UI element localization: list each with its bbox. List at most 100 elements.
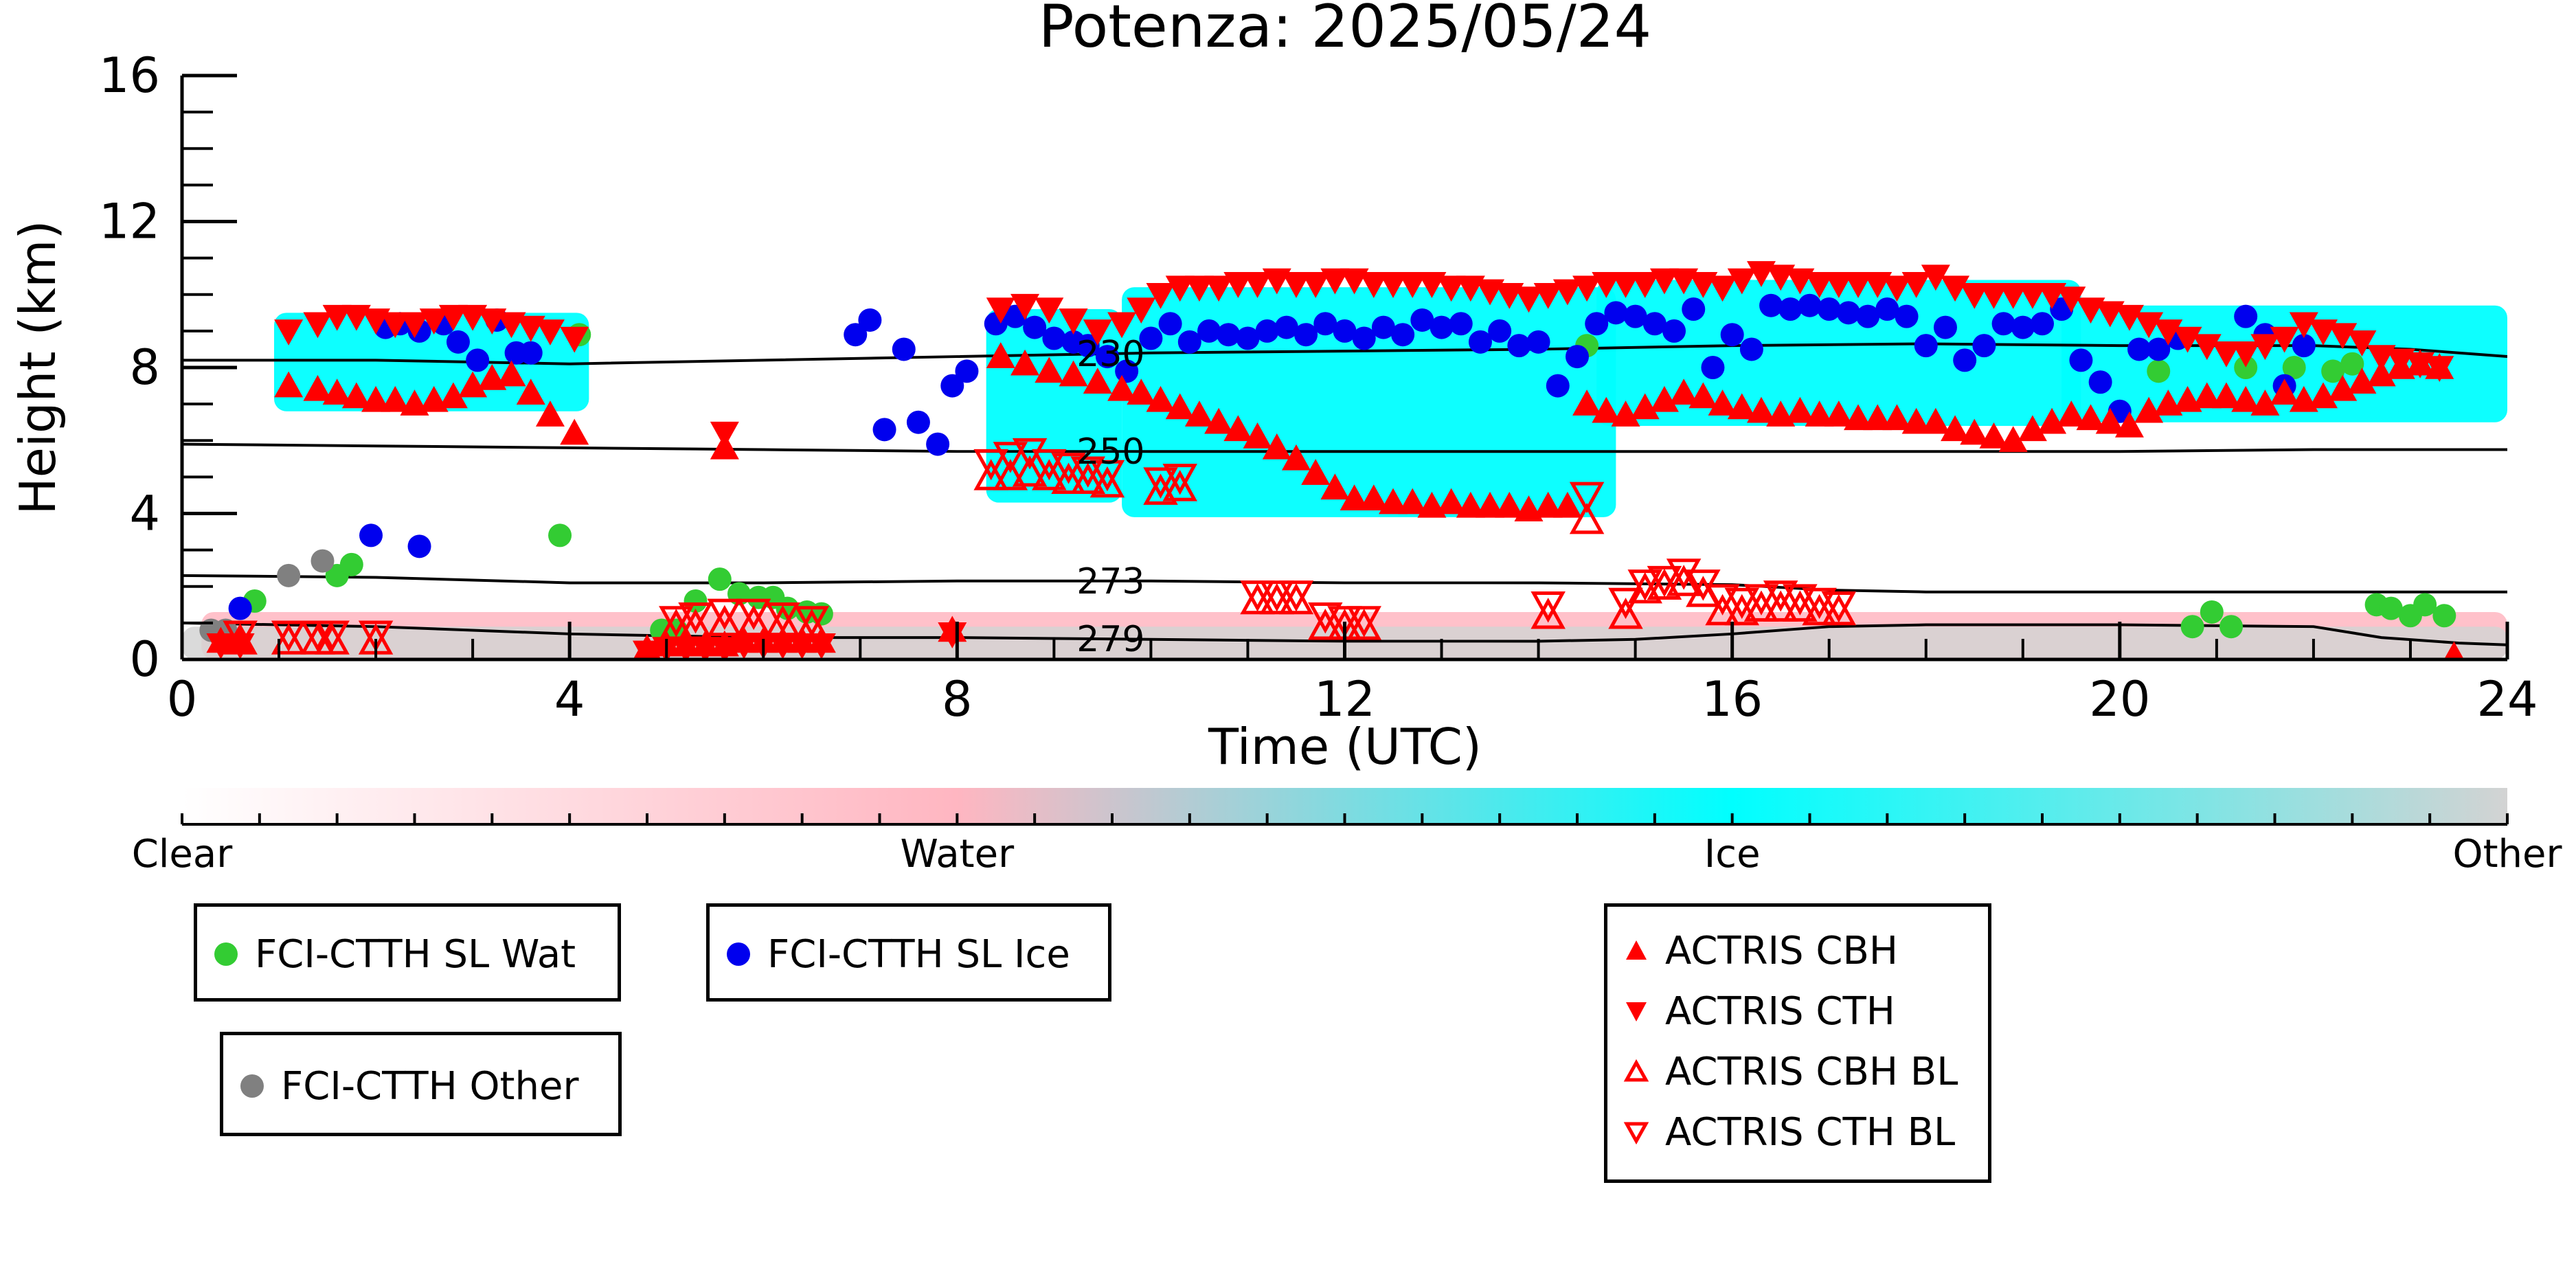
data-point: [1379, 488, 1408, 515]
data-point: [274, 371, 304, 398]
data-point: [1783, 590, 1818, 622]
data-point: [1236, 326, 1260, 350]
legend-label: FCI-CTTH SL Wat: [255, 931, 576, 977]
data-point: [1895, 304, 1919, 328]
data-point: [1682, 297, 1706, 321]
data-point: [659, 606, 694, 637]
temperature-contours: [182, 342, 2507, 646]
y-tick-label: 16: [99, 47, 160, 104]
data-point: [1649, 385, 1679, 412]
data-point: [2088, 370, 2112, 394]
data-point: [2180, 615, 2204, 639]
data-point: [2011, 315, 2035, 339]
data-point: [1921, 264, 1950, 291]
data-point: [1359, 272, 1388, 298]
data-point: [438, 382, 468, 409]
legend-entry: FCI-CTTH Other: [238, 1056, 618, 1116]
data-point: [1240, 580, 1275, 612]
data-point: [1023, 315, 1047, 339]
triangle-up-outline-icon: [1623, 1059, 1649, 1082]
data-point: [1763, 590, 1798, 622]
data-point: [2250, 389, 2280, 416]
x-tick-label: 8: [942, 671, 973, 727]
data-point: [938, 622, 967, 648]
data-point: [2321, 359, 2345, 383]
data-point: [2443, 641, 2465, 659]
data-point: [1243, 422, 1272, 449]
x-tick-label: 4: [554, 671, 585, 727]
data-point: [707, 605, 743, 637]
y-tick-label: 0: [129, 631, 160, 688]
legend-entry: ACTRIS CTH: [1623, 981, 1988, 1041]
data-point: [765, 602, 800, 634]
data-point: [844, 323, 868, 347]
data-point: [1488, 319, 1512, 343]
data-point: [1243, 272, 1272, 298]
series-fci-ctth-sl-ice: [228, 293, 2316, 620]
blue-circle-marker-icon: [727, 942, 750, 966]
data-point: [892, 337, 916, 361]
data-point: [1143, 473, 1178, 505]
data-point: [1824, 272, 1853, 298]
data-point: [1875, 297, 1899, 321]
data-markers: [199, 261, 2465, 659]
data-point: [1083, 319, 1112, 346]
data-point: [535, 400, 565, 427]
data-point: [2211, 382, 2241, 409]
data-point: [690, 637, 720, 659]
data-point: [1333, 319, 1357, 343]
legend-label: ACTRIS CBH: [1665, 928, 1899, 973]
data-point: [2270, 379, 2299, 405]
data-point: [730, 633, 759, 659]
data-point: [1708, 389, 1737, 416]
data-point: [1844, 404, 1873, 431]
data-point: [1204, 407, 1234, 434]
data-point: [1278, 583, 1314, 615]
axes: 0 4 8 12 16 0 4 8 12 16 20 24: [99, 47, 2538, 727]
data-point: [1666, 565, 1702, 596]
data-point: [1352, 326, 1376, 350]
data-point: [228, 596, 252, 620]
data-point: [1623, 304, 1647, 328]
data-point: [1649, 268, 1679, 295]
data-point: [1630, 393, 1660, 420]
green-circle-marker-icon: [214, 942, 238, 966]
data-point: [1569, 502, 1605, 534]
data-point: [2200, 600, 2224, 624]
data-point: [1468, 330, 1492, 354]
data-point: [1320, 268, 1350, 295]
legend-ice: FCI-CTTH SL Ice: [706, 903, 1111, 1002]
data-point: [1998, 426, 2028, 453]
colorbar-label: Other: [2452, 832, 2562, 877]
data-point: [2095, 407, 2125, 434]
data-point: [2076, 404, 2105, 431]
data-point: [710, 421, 739, 448]
data-point: [1346, 609, 1381, 640]
phase-region-ice: [1596, 280, 2081, 426]
data-point: [1802, 587, 1837, 620]
data-point: [1436, 275, 1466, 302]
data-point: [858, 308, 882, 332]
data-point: [1313, 312, 1337, 336]
data-point: [2425, 356, 2454, 382]
legend-entry: ACTRIS CBH: [1623, 920, 1988, 981]
chart-title: Potenza: 2025/05/24: [1039, 0, 1651, 61]
data-point: [736, 605, 771, 637]
data-point: [223, 623, 258, 655]
data-point: [381, 312, 410, 339]
data-point: [1953, 348, 1977, 372]
data-point: [2192, 334, 2222, 361]
data-point: [2114, 304, 2144, 331]
data-point: [986, 342, 1015, 368]
data-point: [1708, 275, 1737, 302]
data-point: [1340, 484, 1369, 511]
data-point: [872, 418, 896, 442]
data-point: [1308, 602, 1343, 634]
data-point: [1972, 334, 1996, 358]
y-tick-label: 8: [129, 339, 160, 396]
data-point: [446, 330, 470, 354]
data-point: [1495, 491, 1524, 518]
data-point: [1095, 345, 1119, 369]
data-point: [1059, 360, 1088, 387]
data-point: [1308, 609, 1343, 640]
